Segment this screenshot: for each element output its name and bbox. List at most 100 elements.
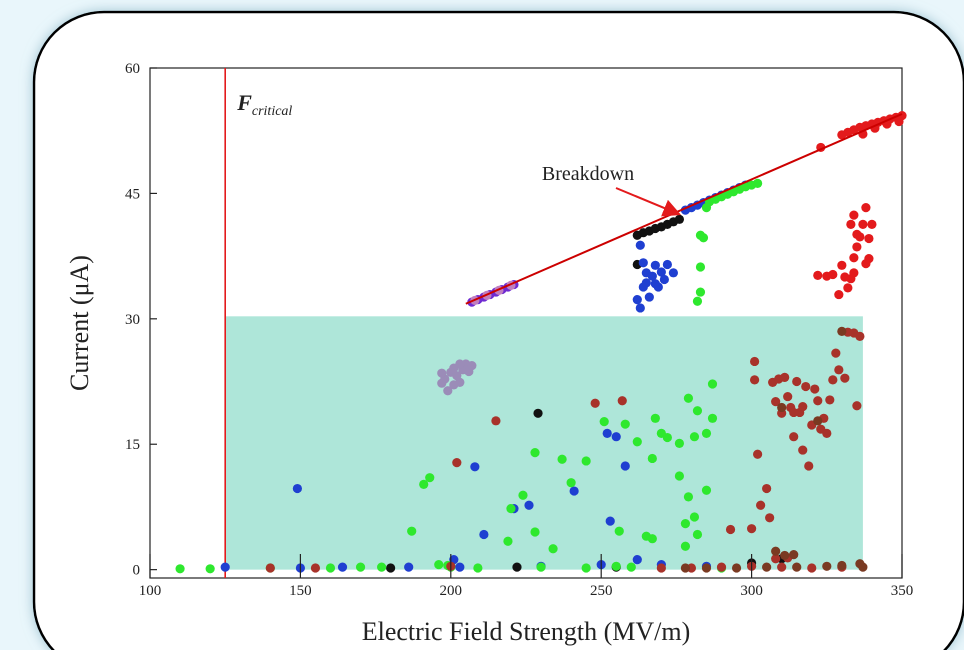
data-point-s6-34: [855, 331, 865, 341]
data-point-s5-9: [467, 361, 477, 371]
data-point-s3-26: [650, 260, 660, 270]
data-point-s3-33: [602, 428, 612, 438]
data-point-s4-57: [325, 563, 336, 573]
data-point-s3-15: [635, 303, 645, 313]
data-point-s4-11: [698, 233, 709, 243]
data-point-s4-30: [566, 478, 576, 488]
data-point-s6-37: [789, 407, 799, 418]
data-point-s3-11: [635, 240, 645, 250]
data-point-s6-41: [617, 396, 627, 406]
data-point-s6-9: [771, 396, 781, 407]
data-point-s3-31: [524, 500, 534, 510]
x-tick-label-150: 150: [289, 583, 312, 599]
data-point-s8-20: [813, 270, 823, 280]
data-point-s3-41: [337, 562, 348, 572]
data-point-s4-41: [548, 544, 558, 554]
data-point-s6-5: [756, 500, 766, 510]
data-point-s6-22: [810, 384, 820, 394]
data-point-s2-14: [386, 563, 396, 573]
data-point-s7-5: [789, 549, 799, 560]
data-point-s4-12: [695, 262, 706, 272]
data-point-s3-20: [668, 268, 678, 278]
data-point-s4-28: [599, 417, 609, 427]
data-point-s6-1: [491, 416, 501, 426]
y-tick-label-0: 0: [133, 563, 141, 579]
data-point-s4-36: [419, 479, 429, 489]
data-point-s4-55: [377, 562, 387, 572]
data-point-s8-3: [837, 260, 847, 270]
data-point-s3-32: [569, 486, 579, 496]
x-tick-label-350: 350: [891, 583, 914, 599]
data-point-s7-8: [680, 563, 691, 573]
y-tick-label-15: 15: [125, 437, 140, 453]
data-point-s6-51: [265, 563, 275, 573]
data-point-s6-19: [801, 381, 811, 392]
data-point-s4-59: [175, 564, 185, 574]
data-point-s4-9: [701, 203, 712, 213]
data-point-s8-5: [843, 283, 853, 293]
data-point-s3-35: [620, 461, 630, 471]
data-point-s7-9: [701, 563, 712, 573]
data-point-s6-39: [725, 524, 736, 535]
data-point-s3-25: [638, 258, 648, 268]
data-point-s3-29: [479, 529, 489, 540]
data-point-s4-64: [626, 562, 636, 572]
data-point-s3-19: [662, 259, 672, 270]
data-point-s4-37: [425, 473, 435, 483]
data-point-s4-58: [205, 564, 215, 574]
data-point-s7-10: [731, 563, 742, 573]
data-point-s4-46: [689, 512, 700, 522]
data-point-s6-20: [804, 461, 814, 471]
data-point-s8-2: [828, 269, 838, 280]
data-point-s7-0: [837, 326, 847, 336]
data-point-s6-30: [834, 365, 844, 375]
data-point-s5-11: [449, 380, 459, 390]
data-point-s6-36: [852, 401, 862, 411]
x-tick-label-250: 250: [590, 583, 613, 599]
data-point-s4-17: [701, 428, 712, 438]
data-point-s4-48: [680, 541, 691, 551]
data-point-s3-22: [653, 282, 663, 292]
data-point-s4-50: [701, 485, 712, 495]
data-point-s6-2: [750, 356, 760, 367]
data-point-s8-7: [849, 268, 859, 278]
data-point-s7-4: [780, 550, 790, 561]
x-tick-label-200: 200: [440, 583, 463, 599]
data-point-s3-18: [656, 267, 666, 277]
data-point-s3-40: [220, 562, 230, 572]
data-point-s4-16: [692, 406, 703, 416]
data-point-s3-36: [605, 516, 615, 526]
breakdown-annotation: Breakdown: [542, 163, 634, 185]
data-point-s4-35: [503, 536, 513, 546]
data-point-s6-16: [792, 376, 802, 387]
data-point-s6-12: [780, 372, 790, 382]
y-tick-label-30: 30: [125, 312, 140, 328]
data-point-s7-1: [813, 416, 823, 426]
data-point-s7-12: [792, 562, 802, 572]
data-point-s4-19: [707, 413, 718, 423]
data-point-s3-45: [632, 555, 642, 565]
data-point-s4-42: [614, 526, 624, 536]
data-point-s6-40: [590, 398, 600, 408]
data-point-s6-4: [753, 449, 763, 459]
data-point-s6-18: [798, 445, 808, 455]
data-point-s3-16: [644, 292, 654, 302]
y-tick-label-60: 60: [125, 61, 140, 77]
data-point-s4-52: [434, 560, 444, 570]
data-point-s3-38: [455, 562, 465, 572]
data-point-s3-34: [611, 432, 621, 442]
data-point-s3-23: [647, 271, 657, 281]
data-point-s5-10: [443, 386, 453, 396]
data-point-s4-56: [355, 562, 366, 572]
data-point-s7-14: [858, 562, 868, 572]
data-point-s6-15: [789, 432, 799, 442]
data-point-s8-15: [864, 233, 874, 244]
data-point-s8-10: [849, 210, 859, 220]
data-point-s6-35: [798, 402, 808, 412]
data-point-s4-33: [518, 490, 528, 500]
data-point-s3-28: [470, 462, 480, 472]
data-point-s4-62: [581, 563, 591, 573]
data-point-s6-13: [783, 391, 793, 402]
data-point-s6-50: [310, 563, 321, 573]
